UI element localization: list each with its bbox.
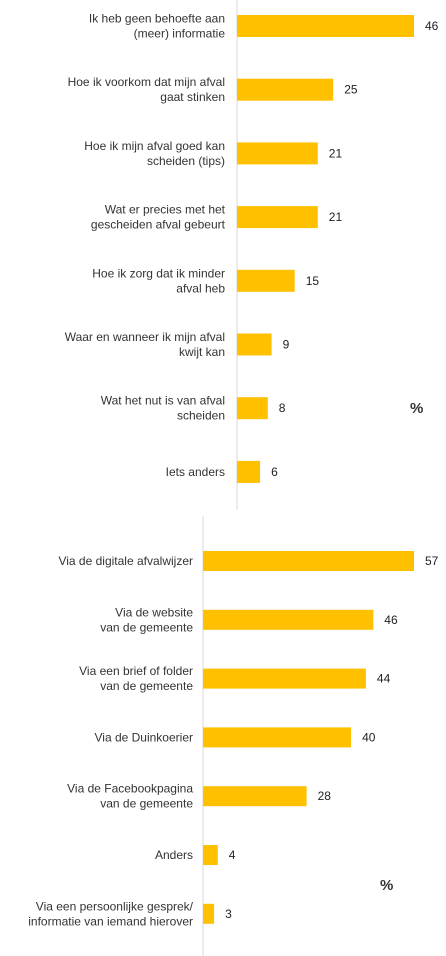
value-label: 9 <box>283 338 290 352</box>
unit-label: % <box>380 877 393 894</box>
bar <box>237 333 272 356</box>
bar <box>237 15 414 37</box>
value-label: 6 <box>271 465 278 479</box>
category-label: Hoe ik voorkom dat mijn afval gaat stinke… <box>68 75 225 104</box>
category-label: Via een persoonlijke gesprek/informatie … <box>28 899 193 928</box>
chart-info-needs: Ik heb geen behoefte aan (meer) informati… <box>65 0 439 510</box>
value-label: 28 <box>318 789 332 803</box>
category-label: Hoe ik zorg dat ik minder afval heb <box>92 266 225 295</box>
category-label: Via een brief of folder van de gemeente <box>79 664 193 693</box>
value-label: 40 <box>362 730 376 744</box>
category-label: Via de Facebookpagina van de gemeente <box>67 782 193 811</box>
bar <box>237 269 295 292</box>
bar <box>203 845 218 865</box>
value-label: 25 <box>344 83 358 97</box>
category-label: Via de Duinkoerier <box>94 730 193 744</box>
category-label: Via de website van de gemeente <box>100 605 193 634</box>
bar <box>237 397 268 420</box>
category-label: Wat het nut is van afval scheiden <box>101 394 225 423</box>
bar <box>237 460 261 483</box>
bar <box>203 903 215 924</box>
value-label: 21 <box>329 210 343 224</box>
category-label: Iets anders <box>166 465 225 479</box>
value-label: 21 <box>329 146 343 160</box>
value-label: 46 <box>384 613 398 627</box>
bar <box>203 609 374 630</box>
category-label: Ik heb geen behoefte aan (meer) informati… <box>89 12 225 41</box>
category-label: Hoe ik mijn afval goed kan scheiden (tips… <box>84 139 225 168</box>
bar <box>237 206 318 229</box>
bar <box>237 142 318 165</box>
value-label: 4 <box>229 848 236 862</box>
value-label: 57 <box>425 554 439 568</box>
value-label: 15 <box>306 274 320 288</box>
bar <box>203 786 307 807</box>
category-label: Waar en wanneer ik mijn afval kwijt kan <box>65 330 225 359</box>
chart-info-channels: Via de digitale afvalwijzer 57 Via de webs… <box>28 516 439 956</box>
value-label: 46 <box>425 19 439 33</box>
category-label: Wat er precies met het gescheiden afval g… <box>91 203 226 232</box>
category-label: Anders <box>155 848 193 862</box>
value-label: 8 <box>279 401 286 415</box>
bar <box>237 78 334 101</box>
bar <box>203 551 414 571</box>
bar <box>203 668 366 689</box>
value-label: 3 <box>225 907 232 921</box>
unit-label: % <box>410 400 423 417</box>
bar <box>203 727 352 748</box>
value-label: 44 <box>377 672 391 686</box>
category-label: Via de digitale afvalwijzer <box>58 554 193 568</box>
